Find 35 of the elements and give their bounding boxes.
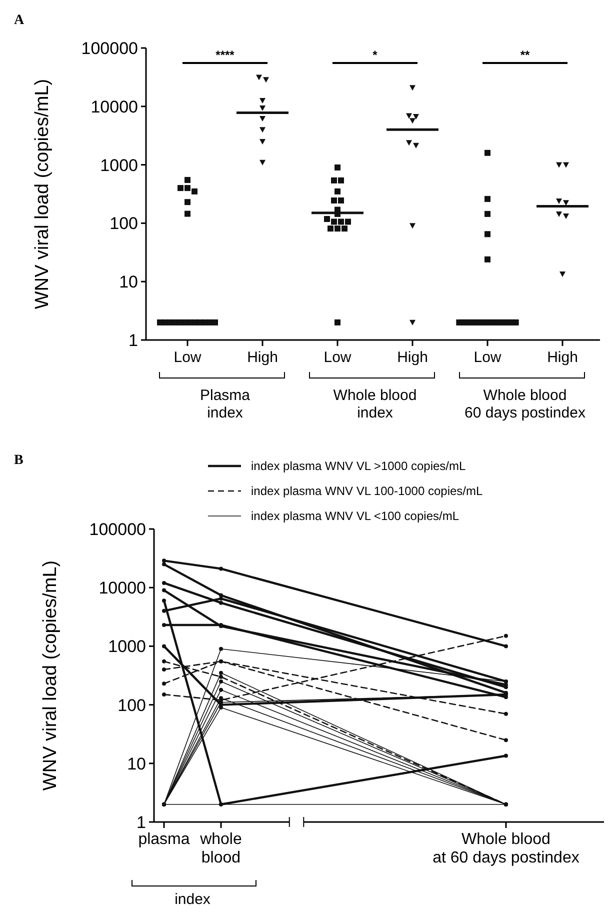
y-tick-label: 100 xyxy=(118,696,146,715)
annotation: * xyxy=(372,48,378,62)
text: A xyxy=(14,13,25,28)
y-tick-label: 10 xyxy=(119,272,138,292)
legend-label: index plasma WNV VL <100 copies/mL xyxy=(251,509,460,524)
y-tick-label: 1 xyxy=(128,330,138,350)
annotation: ** xyxy=(520,48,530,62)
x-tick-label: High xyxy=(547,349,578,366)
y-axis-title: WNV viral load (copies/mL) xyxy=(40,560,61,791)
y-tick-label: 1000 xyxy=(100,156,138,175)
y-tick-label: 10 xyxy=(127,754,146,774)
x-tick-label: Whole blood at 60 days postindex xyxy=(432,831,580,866)
x-tick-label: plasma xyxy=(138,831,190,848)
text: index xyxy=(174,891,211,908)
y-axis-title: WNV viral load (copies/mL) xyxy=(32,78,53,310)
text: Plasma index xyxy=(200,387,251,422)
x-tick-label: Low xyxy=(474,349,502,366)
y-tick-label: 10000 xyxy=(90,97,138,116)
y-tick-label: 100000 xyxy=(81,38,138,58)
x-tick-label: Low xyxy=(174,349,202,366)
y-tick-label: 1 xyxy=(136,812,146,832)
x-tick-label: Low xyxy=(324,349,352,366)
y-tick-label: 1000 xyxy=(108,637,146,656)
text: Whole blood 60 days postindex xyxy=(464,387,586,422)
text: Whole blood index xyxy=(333,387,417,422)
x-tick-label: High xyxy=(397,349,428,366)
y-tick-label: 10000 xyxy=(98,578,146,598)
legend-label: index plasma WNV VL >1000 copies/mL xyxy=(251,459,466,474)
y-tick-label: 100 xyxy=(110,214,138,234)
text: B xyxy=(14,453,24,468)
annotation: **** xyxy=(216,48,235,62)
x-tick-label: High xyxy=(247,349,278,366)
y-tick-label: 100000 xyxy=(89,520,146,539)
legend-label: index plasma WNV VL 100-1000 copies/mL xyxy=(251,484,483,498)
x-tick-label: whole blood xyxy=(199,831,242,866)
